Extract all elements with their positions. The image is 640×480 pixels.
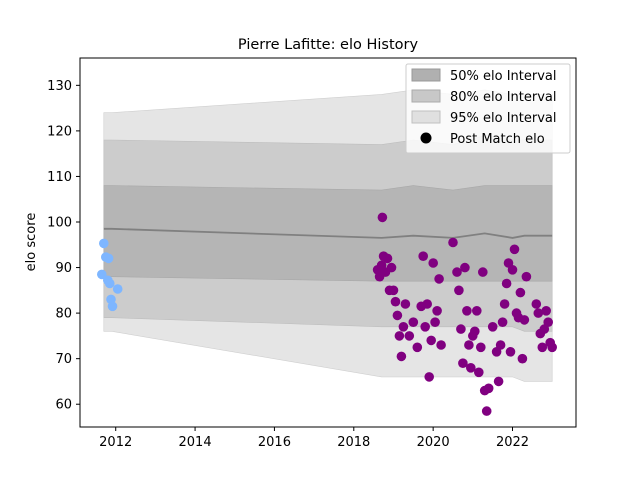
y-tick-label: 60	[55, 398, 72, 413]
x-tick-label: 2022	[496, 435, 529, 450]
data-point	[99, 238, 109, 249]
data-point	[541, 306, 551, 316]
data-point	[507, 265, 518, 275]
data-point	[478, 267, 488, 277]
data-point	[430, 317, 440, 328]
data-point	[418, 251, 429, 261]
data-point	[386, 262, 397, 273]
data-point	[515, 287, 526, 298]
data-point	[426, 335, 437, 346]
data-point	[388, 285, 399, 296]
data-point	[509, 244, 520, 255]
data-point	[105, 278, 115, 289]
data-point	[428, 258, 439, 268]
data-point	[521, 271, 532, 282]
legend-label-80: 80% elo Interval	[450, 90, 557, 105]
data-point	[456, 324, 466, 334]
data-point	[460, 262, 470, 273]
data-point	[434, 274, 444, 284]
legend-frame	[405, 63, 571, 154]
data-point	[107, 301, 118, 312]
data-point	[400, 299, 411, 309]
data-point	[422, 299, 433, 309]
data-point	[394, 331, 405, 341]
legend-label-post-match: Post Match elo	[450, 132, 545, 147]
data-point	[517, 353, 528, 364]
data-point	[448, 237, 458, 248]
y-tick-label: 70	[55, 352, 72, 367]
data-point	[476, 342, 486, 353]
data-point	[424, 372, 435, 382]
data-point	[377, 212, 388, 223]
data-point	[472, 306, 482, 316]
data-point	[493, 376, 504, 387]
x-axis: 2012 2014 2016 2018 2020 2022	[99, 427, 529, 450]
data-point	[390, 296, 401, 307]
y-tick-label: 80	[55, 307, 72, 322]
data-point	[432, 306, 442, 316]
legend: 50% elo Interval 80% elo Interval 95% el…	[405, 63, 571, 154]
data-point	[412, 342, 423, 353]
y-tick-label: 130	[47, 79, 72, 94]
data-point	[483, 383, 494, 394]
data-point	[499, 299, 510, 309]
y-tick-label: 100	[47, 216, 72, 231]
data-point	[458, 358, 468, 369]
data-point	[452, 267, 462, 277]
data-point	[398, 322, 409, 332]
band-50	[103, 185, 553, 282]
data-point	[396, 351, 407, 362]
data-point	[466, 363, 476, 373]
x-tick-label: 2014	[179, 435, 212, 450]
legend-swatch-95	[411, 110, 441, 124]
y-tick-label: 110	[47, 170, 72, 185]
data-point	[464, 340, 474, 350]
data-point	[495, 340, 506, 350]
legend-marker-post-match	[420, 132, 432, 144]
plot-frame	[79, 57, 577, 428]
y-axis: 60 70 80 90 100 110 120 130	[47, 79, 80, 413]
data-point	[420, 322, 431, 332]
data-point	[543, 317, 553, 328]
y-tick-label: 90	[55, 261, 72, 276]
legend-label-95: 95% elo Interval	[450, 111, 557, 126]
data-point	[408, 317, 419, 328]
data-point	[474, 367, 484, 378]
x-tick-label: 2020	[417, 435, 450, 450]
data-point	[436, 340, 446, 350]
legend-swatch-50	[411, 68, 441, 82]
data-point	[470, 326, 480, 337]
data-point	[547, 342, 557, 353]
data-point	[382, 253, 393, 264]
legend-label-50: 50% elo Interval	[450, 69, 557, 84]
data-point	[454, 285, 464, 296]
data-point	[103, 253, 114, 264]
data-point	[497, 317, 508, 328]
chart-title: Pierre Lafitte: elo History	[238, 37, 419, 53]
data-point	[97, 269, 107, 280]
y-axis-label: elo score	[24, 213, 39, 272]
data-point	[487, 322, 498, 332]
x-tick-label: 2018	[337, 435, 370, 450]
data-point	[112, 284, 123, 294]
data-point	[462, 306, 472, 316]
data-point	[404, 331, 415, 341]
legend-swatch-80	[411, 89, 441, 103]
data-point	[481, 406, 492, 416]
data-point	[537, 342, 548, 353]
x-tick-label: 2016	[258, 435, 291, 450]
data-point	[533, 308, 544, 318]
data-point	[392, 310, 403, 321]
data-point	[505, 347, 516, 357]
data-point	[531, 299, 542, 309]
data-point	[519, 315, 530, 325]
y-tick-label: 120	[47, 124, 72, 139]
data-point	[501, 278, 512, 289]
x-tick-label: 2012	[99, 435, 132, 450]
post-match-points	[97, 212, 557, 416]
